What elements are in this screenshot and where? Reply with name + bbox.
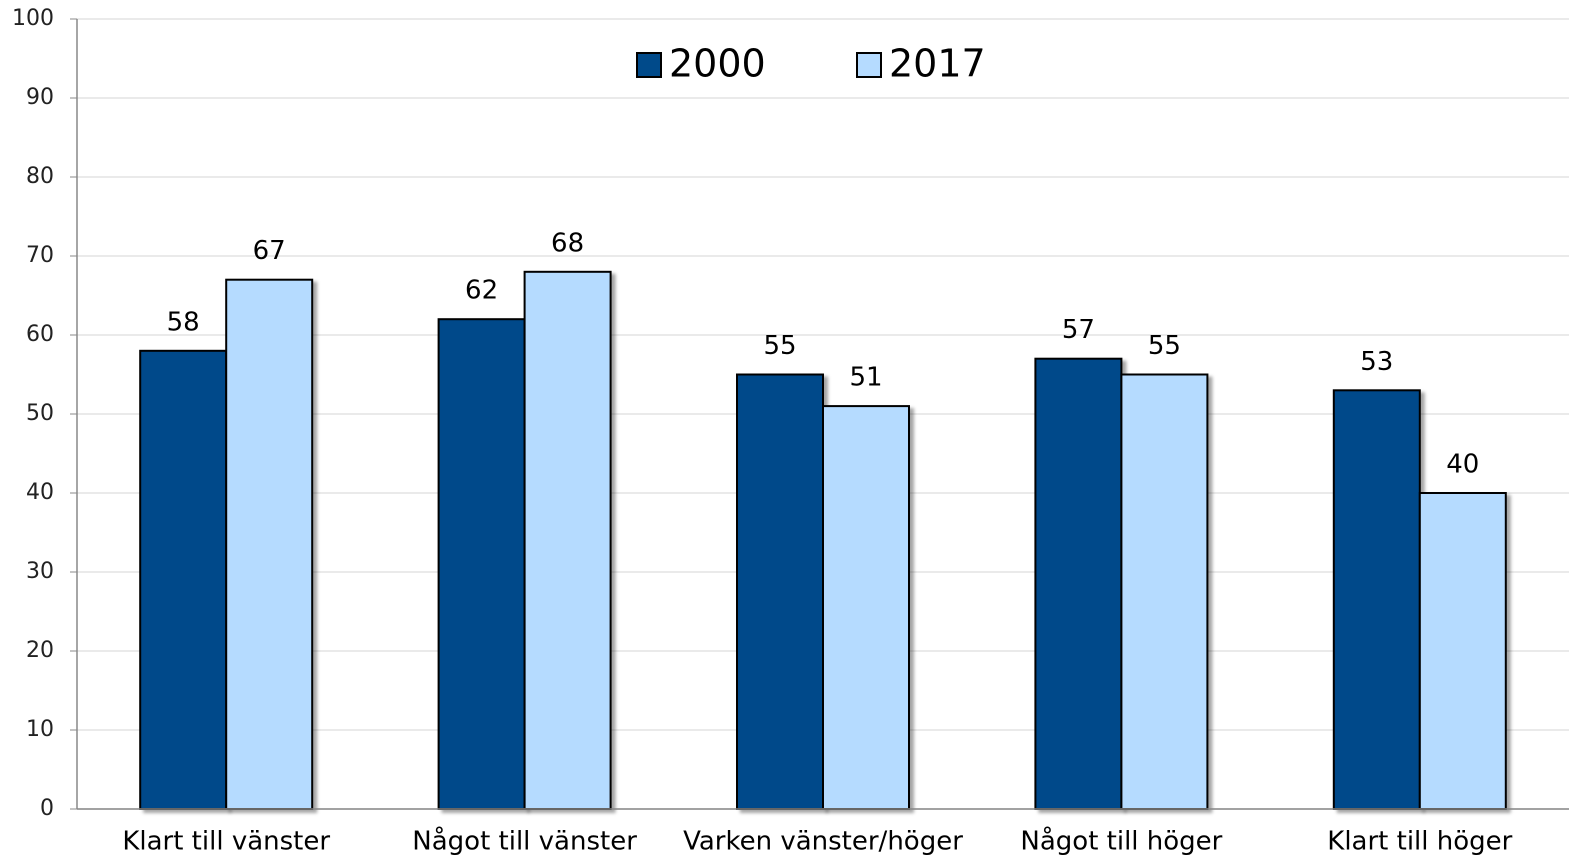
bar xyxy=(437,318,526,810)
value-label: 58 xyxy=(167,307,200,337)
y-tick-label: 40 xyxy=(26,480,54,505)
value-label: 55 xyxy=(1148,331,1181,361)
bar xyxy=(1034,357,1123,810)
bar xyxy=(1418,492,1507,810)
bar xyxy=(1332,389,1421,810)
bar xyxy=(822,405,910,810)
legend-label: 2017 xyxy=(889,42,986,86)
value-label: 51 xyxy=(849,363,882,393)
legend-swatch xyxy=(636,52,662,78)
x-tick-label: Något till vänster xyxy=(412,826,637,857)
x-tick-label: Något till höger xyxy=(1020,826,1222,857)
legend-label: 2000 xyxy=(669,42,766,86)
value-label: 67 xyxy=(253,236,286,266)
y-tick-label: 80 xyxy=(26,164,54,189)
bar xyxy=(225,278,314,810)
x-tick-label: Klart till höger xyxy=(1327,827,1512,857)
legend-swatch xyxy=(856,52,882,78)
y-tick-label: 50 xyxy=(26,401,54,426)
value-label: 53 xyxy=(1360,347,1393,377)
x-tick-label: Varken vänster/höger xyxy=(683,827,963,857)
bar xyxy=(1120,373,1209,810)
y-tick-label: 70 xyxy=(26,243,54,268)
y-tick-label: 90 xyxy=(26,85,54,110)
y-tick-label: 30 xyxy=(26,559,54,584)
bar xyxy=(523,270,612,810)
y-tick-label: 20 xyxy=(26,638,54,663)
value-label: 68 xyxy=(551,228,584,258)
value-label: 40 xyxy=(1446,450,1479,480)
y-tick-label: 0 xyxy=(40,796,54,821)
y-tick-label: 10 xyxy=(26,717,54,742)
value-label: 55 xyxy=(763,331,796,361)
bar xyxy=(139,349,228,810)
value-label: 62 xyxy=(465,276,498,306)
y-tick-label: 60 xyxy=(26,322,54,347)
y-tick-label: 100 xyxy=(12,6,54,31)
bar xyxy=(736,373,824,810)
x-tick-label: Klart till vänster xyxy=(122,827,330,857)
value-label: 57 xyxy=(1062,315,1095,345)
